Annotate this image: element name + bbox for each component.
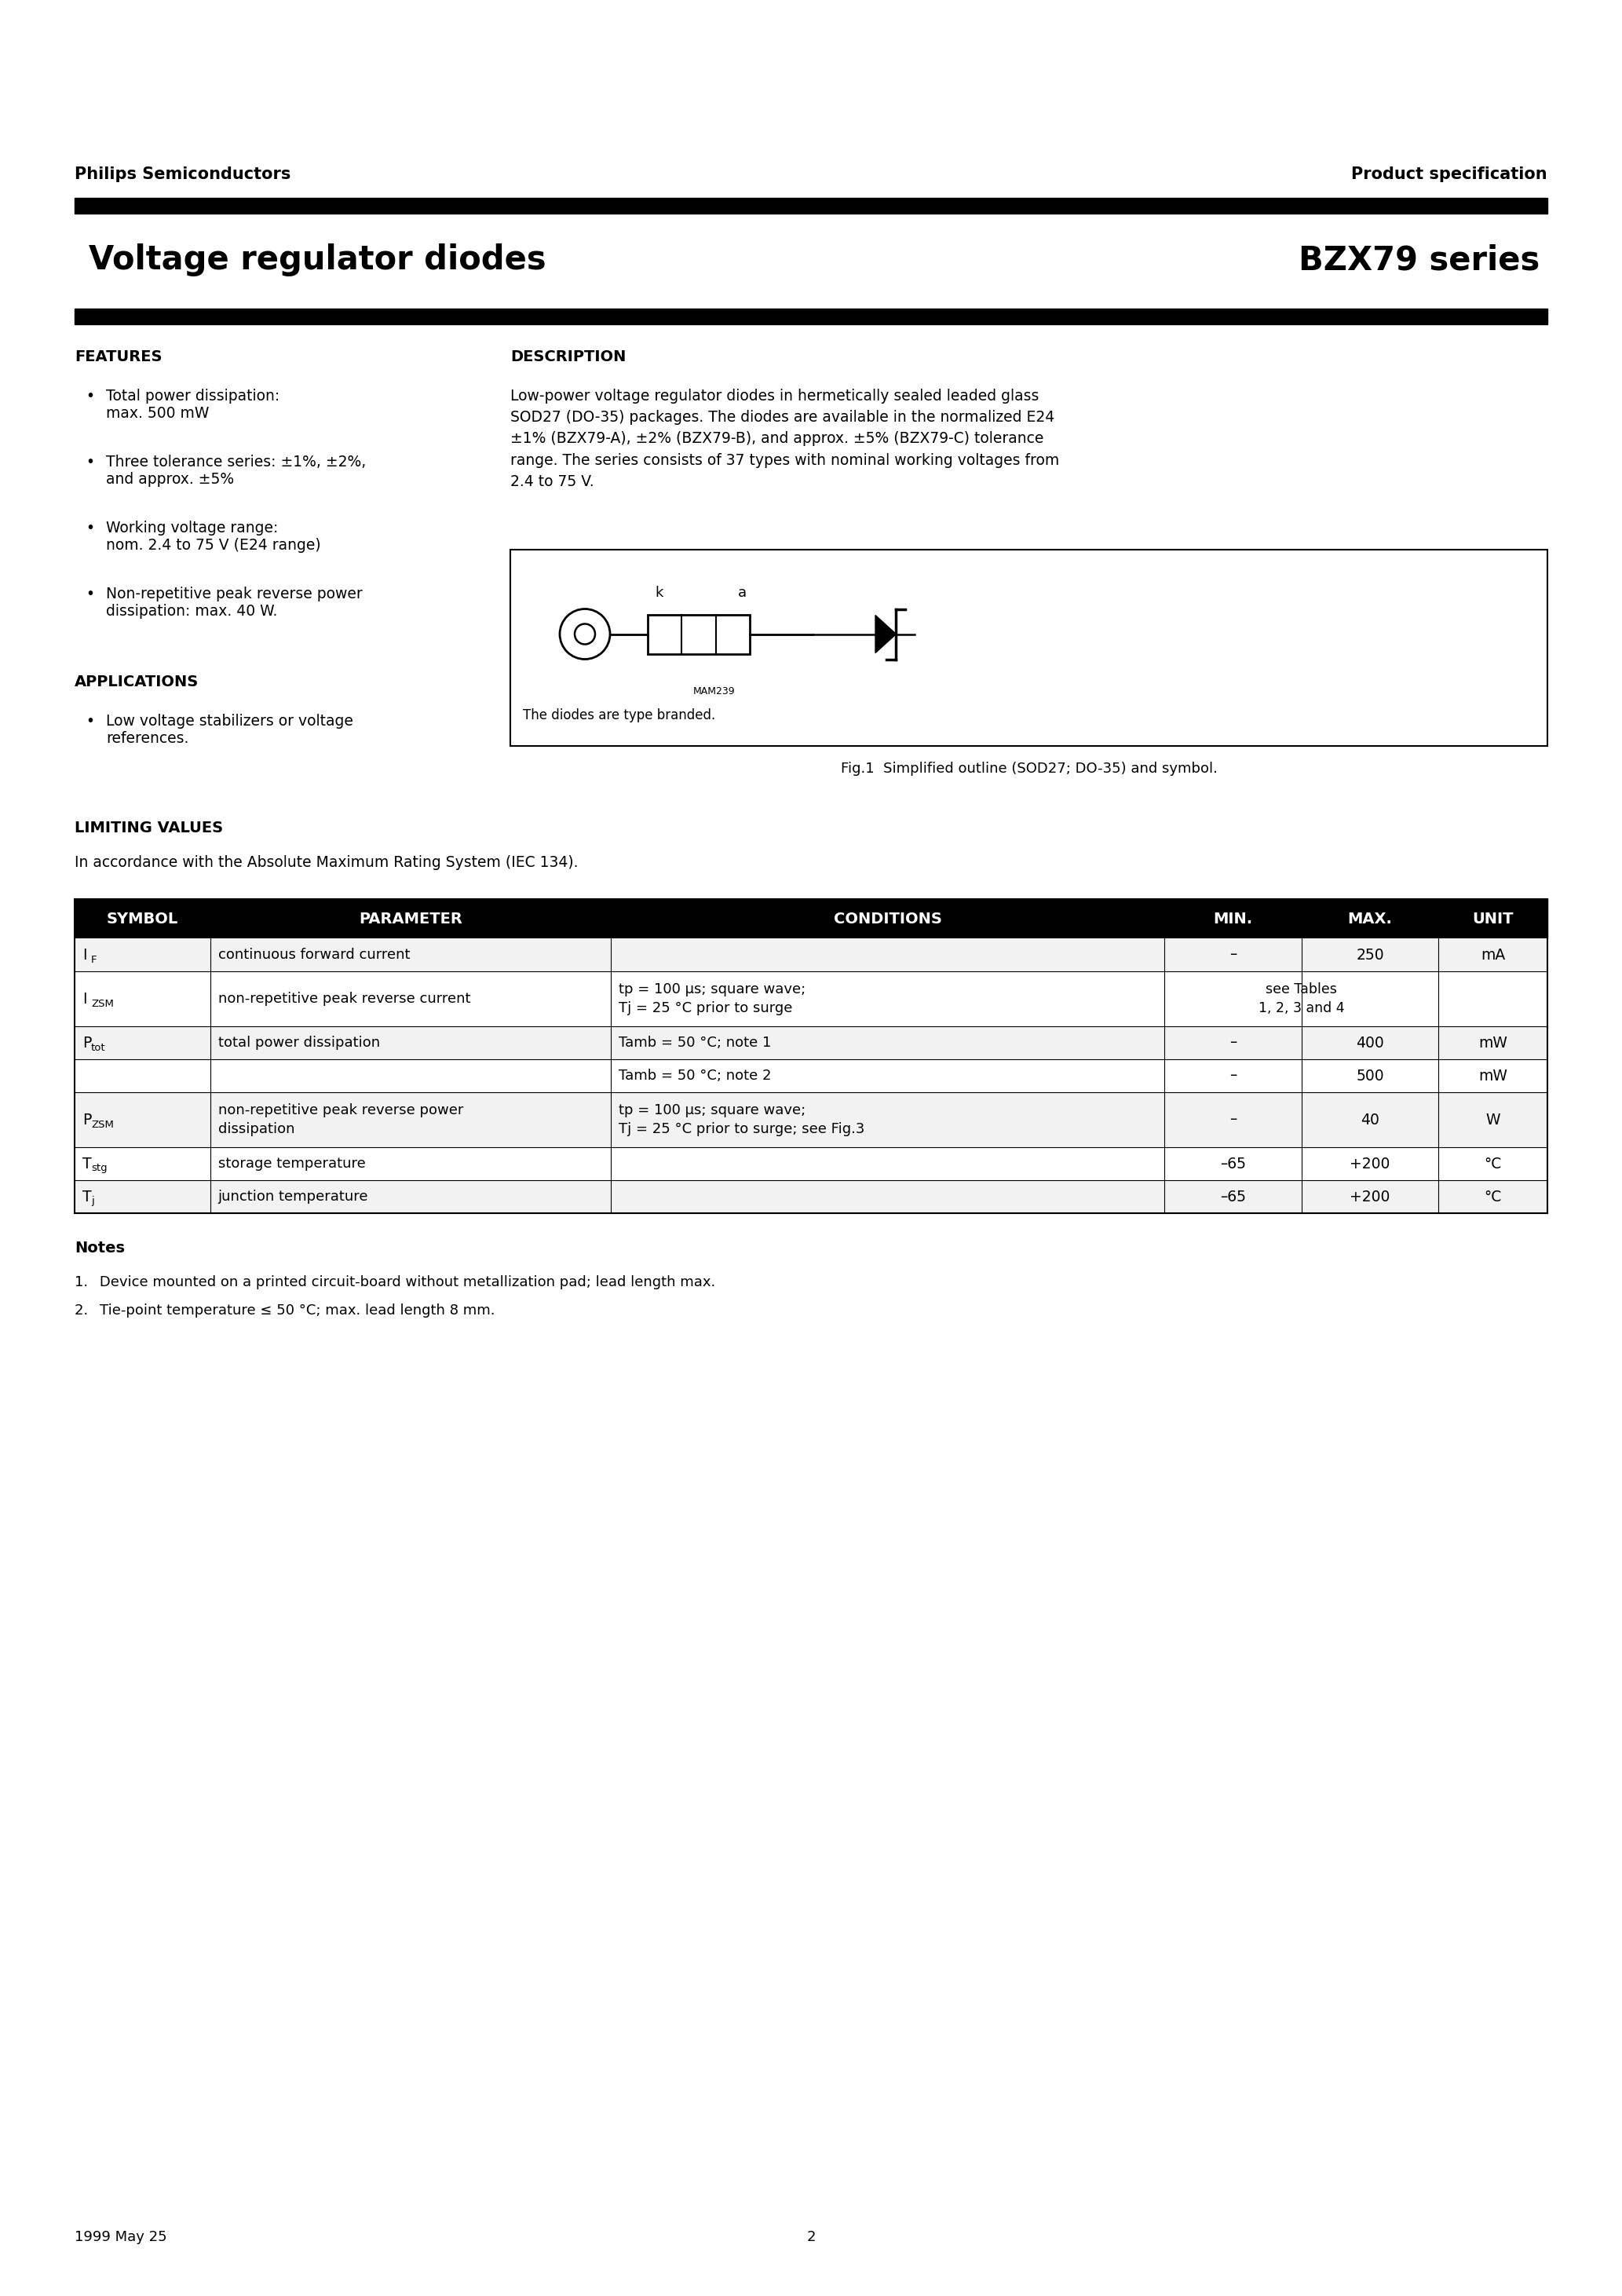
- Text: a: a: [738, 585, 746, 599]
- Text: mA: mA: [1481, 948, 1505, 962]
- Text: CONDITIONS: CONDITIONS: [834, 912, 942, 925]
- Bar: [75, 1148, 1547, 1180]
- Text: 40: 40: [1361, 1111, 1379, 1127]
- Text: •: •: [86, 585, 94, 602]
- Text: Non-repetitive peak reverse power
dissipation: max. 40 W.: Non-repetitive peak reverse power dissip…: [105, 585, 362, 618]
- Text: Notes: Notes: [75, 1240, 125, 1256]
- Bar: [75, 197, 1547, 214]
- Text: I: I: [83, 948, 86, 962]
- Text: W: W: [1486, 1111, 1500, 1127]
- Bar: [75, 1093, 1547, 1148]
- Text: The diodes are type branded.: The diodes are type branded.: [522, 707, 715, 723]
- Text: –: –: [1229, 948, 1236, 962]
- Text: Working voltage range:
nom. 2.4 to 75 V (E24 range): Working voltage range: nom. 2.4 to 75 V …: [105, 521, 321, 553]
- Text: Fig.1  Simplified outline (SOD27; DO-35) and symbol.: Fig.1 Simplified outline (SOD27; DO-35) …: [840, 762, 1216, 776]
- Bar: [75, 1026, 1547, 1058]
- Text: 250: 250: [1356, 948, 1384, 962]
- Text: 500: 500: [1356, 1068, 1384, 1084]
- Text: °C: °C: [1484, 1189, 1502, 1203]
- Text: continuous forward current: continuous forward current: [217, 948, 410, 962]
- Text: 1999 May 25: 1999 May 25: [75, 2229, 167, 2243]
- Bar: [75, 971, 1547, 1026]
- Text: In accordance with the Absolute Maximum Rating System (IEC 134).: In accordance with the Absolute Maximum …: [75, 854, 577, 870]
- Polygon shape: [876, 615, 895, 652]
- Text: j: j: [91, 1196, 94, 1205]
- Text: non-repetitive peak reverse power
dissipation: non-repetitive peak reverse power dissip…: [217, 1104, 464, 1137]
- Text: mW: mW: [1478, 1035, 1507, 1049]
- Text: 1.  Device mounted on a printed circuit-board without metallization pad; lead le: 1. Device mounted on a printed circuit-b…: [75, 1274, 715, 1290]
- Bar: [75, 900, 1547, 939]
- Text: k: k: [655, 585, 663, 599]
- Text: BZX79 series: BZX79 series: [1298, 243, 1539, 276]
- Text: •: •: [86, 521, 94, 535]
- Text: –: –: [1229, 1068, 1236, 1084]
- Text: 2: 2: [806, 2229, 816, 2243]
- Text: Low-power voltage regulator diodes in hermetically sealed leaded glass
SOD27 (DO: Low-power voltage regulator diodes in he…: [511, 388, 1059, 489]
- Text: see Tables
1, 2, 3 and 4: see Tables 1, 2, 3 and 4: [1259, 983, 1345, 1015]
- Bar: [647, 615, 749, 654]
- Text: tp = 100 μs; square wave;
Tj = 25 °C prior to surge: tp = 100 μs; square wave; Tj = 25 °C pri…: [618, 983, 806, 1015]
- Text: Low voltage stabilizers or voltage
references.: Low voltage stabilizers or voltage refer…: [105, 714, 354, 746]
- Text: Voltage regulator diodes: Voltage regulator diodes: [89, 243, 547, 276]
- Text: SYMBOL: SYMBOL: [107, 912, 178, 925]
- Text: ZSM: ZSM: [91, 1120, 114, 1130]
- Text: +200: +200: [1350, 1157, 1390, 1171]
- Bar: [75, 308, 1547, 324]
- Text: Product specification: Product specification: [1351, 168, 1547, 181]
- Text: –: –: [1229, 1111, 1236, 1127]
- Text: tot: tot: [91, 1042, 105, 1052]
- Text: UNIT: UNIT: [1473, 912, 1513, 925]
- Text: +200: +200: [1350, 1189, 1390, 1203]
- Text: 2.  Tie-point temperature ≤ 50 °C; max. lead length 8 mm.: 2. Tie-point temperature ≤ 50 °C; max. l…: [75, 1304, 495, 1318]
- Text: –65: –65: [1220, 1157, 1246, 1171]
- Text: Philips Semiconductors: Philips Semiconductors: [75, 168, 290, 181]
- Text: MAX.: MAX.: [1348, 912, 1392, 925]
- Text: •: •: [86, 455, 94, 471]
- Text: stg: stg: [91, 1164, 107, 1173]
- Text: storage temperature: storage temperature: [217, 1157, 365, 1171]
- Text: –65: –65: [1220, 1189, 1246, 1203]
- Bar: [511, 549, 1547, 746]
- Text: Tamb = 50 °C; note 1: Tamb = 50 °C; note 1: [618, 1035, 770, 1049]
- Text: •: •: [86, 714, 94, 728]
- Text: tp = 100 μs; square wave;
Tj = 25 °C prior to surge; see Fig.3: tp = 100 μs; square wave; Tj = 25 °C pri…: [618, 1104, 865, 1137]
- Bar: [75, 1180, 1547, 1212]
- Text: T: T: [83, 1157, 91, 1171]
- Text: °C: °C: [1484, 1157, 1502, 1171]
- Bar: [75, 939, 1547, 971]
- Text: Total power dissipation:
max. 500 mW: Total power dissipation: max. 500 mW: [105, 388, 279, 420]
- Text: PARAMETER: PARAMETER: [358, 912, 462, 925]
- Text: F: F: [91, 955, 97, 964]
- Text: –: –: [1229, 1035, 1236, 1049]
- Text: MAM239: MAM239: [693, 687, 735, 696]
- Text: mW: mW: [1478, 1068, 1507, 1084]
- Text: P: P: [83, 1035, 91, 1049]
- Text: FEATURES: FEATURES: [75, 349, 162, 365]
- Text: junction temperature: junction temperature: [217, 1189, 368, 1203]
- Text: P: P: [83, 1111, 91, 1127]
- Text: DESCRIPTION: DESCRIPTION: [511, 349, 626, 365]
- Text: Three tolerance series: ±1%, ±2%,
and approx. ±5%: Three tolerance series: ±1%, ±2%, and ap…: [105, 455, 367, 487]
- Text: ZSM: ZSM: [91, 999, 114, 1008]
- Text: MIN.: MIN.: [1213, 912, 1252, 925]
- Text: LIMITING VALUES: LIMITING VALUES: [75, 820, 224, 836]
- Text: 400: 400: [1356, 1035, 1384, 1049]
- Bar: [75, 1058, 1547, 1093]
- Text: APPLICATIONS: APPLICATIONS: [75, 675, 200, 689]
- Text: non-repetitive peak reverse current: non-repetitive peak reverse current: [217, 992, 470, 1006]
- Text: I: I: [83, 992, 86, 1006]
- Text: Tamb = 50 °C; note 2: Tamb = 50 °C; note 2: [618, 1068, 770, 1084]
- Text: total power dissipation: total power dissipation: [217, 1035, 380, 1049]
- Text: T: T: [83, 1189, 91, 1203]
- Text: •: •: [86, 388, 94, 404]
